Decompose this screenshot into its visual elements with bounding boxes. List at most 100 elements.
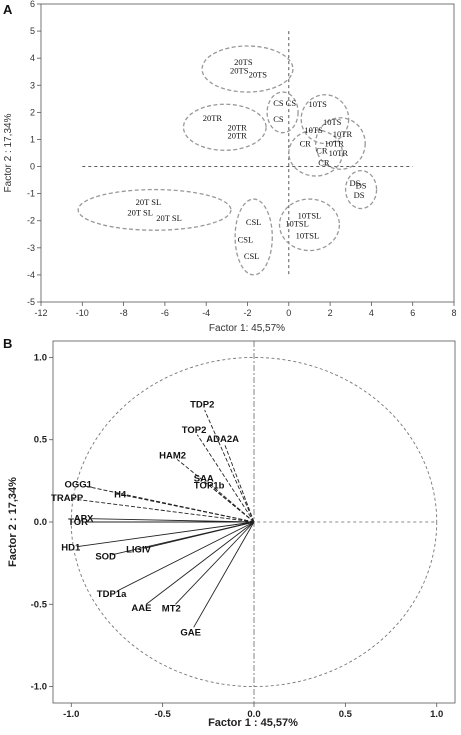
panel-b-vector-label: AAE <box>131 603 151 614</box>
panel-b-vector-label: H4 <box>114 489 127 500</box>
panel-a-group-ellipse <box>182 103 267 151</box>
panel-b-vector-label: HD1 <box>61 543 81 554</box>
panel-a-x-tick-label: -6 <box>161 308 169 318</box>
panel-b-vector-line <box>83 485 255 523</box>
panel-b: B -1.0 -0.5 0.0 0.5 1.0 -1.0 -0.5 0.0 0.5 1.0 TDP… <box>3 336 456 729</box>
panel-b-vector-label: SOD <box>95 551 116 562</box>
panel-b-letter: B <box>3 336 12 351</box>
panel-b-unit-circle <box>70 357 438 687</box>
panel-b-vector-label: TOP2 <box>182 425 207 436</box>
panel-b-vector-line <box>213 488 255 523</box>
panel-a-point-label: 20TS <box>249 69 268 79</box>
panel-b-y-tick-label: 0.0 <box>34 517 47 528</box>
panel-a-x-tick-label: 4 <box>369 308 374 318</box>
panel-a-point-label: 20T SL <box>136 197 162 207</box>
panel-a-x-tick-label: 0 <box>286 308 291 318</box>
panel-a-group-ellipses <box>77 45 378 276</box>
panel-b-vector-line <box>89 518 255 523</box>
panel-a-point-label: 10TSL <box>285 218 309 228</box>
panel-a-point-label: 20T SL <box>127 208 153 218</box>
panel-b-y-tick-label: 0.5 <box>34 435 48 446</box>
panel-a-x-tick-label: -8 <box>120 308 128 318</box>
panel-a-point-label: CSL <box>244 251 260 261</box>
panel-a-x-tick-label: -12 <box>34 308 47 318</box>
panel-a-y-tick-label: -2 <box>27 216 35 226</box>
panel-a-point-label: 20TS <box>230 65 249 75</box>
panel-a-point-label: CR <box>316 145 328 155</box>
panel-a-group-ellipse <box>278 198 341 252</box>
panel-b-vector-label: TOR <box>68 517 88 528</box>
panel-b-x-tick-label: -0.5 <box>154 709 171 720</box>
panel-b-vector-line <box>116 521 255 592</box>
panel-b-vector-line <box>145 521 255 605</box>
panel-b-ylabel: Factor 2 : 17,34% <box>7 477 19 567</box>
panel-b-vector-line <box>73 498 255 523</box>
panel-a-y-tick-label: 6 <box>30 0 35 9</box>
panel-a-y-tick-label: -1 <box>27 189 35 199</box>
panel-b-vectors: TDP2TOP2ADA2AHAM2SAATOP1bOGG1H4TRAPPAPXT… <box>51 400 255 639</box>
panel-b-vector-label: TOP1b <box>194 480 225 491</box>
panel-a-group-ellipse <box>77 188 232 231</box>
panel-a-point-label: CS <box>273 114 284 124</box>
panel-a-y-tick-label: -3 <box>27 243 35 253</box>
panel-a-point-label: 20TS <box>234 57 253 67</box>
panel-a-x-tick-label: -2 <box>243 308 251 318</box>
panel-a-point-label: DS <box>354 190 365 200</box>
panel-a-point-label: CSL <box>238 235 254 245</box>
panel-a-y-tick-label: 4 <box>30 53 35 63</box>
panel-a-point-label: 10TS <box>308 99 327 109</box>
panel-a-x-tick-label: 2 <box>328 308 333 318</box>
panel-a-ylabel: Factor 2 : 17,34% <box>3 113 14 192</box>
panel-b-vector-line <box>126 495 255 523</box>
panel-a-y-tick-label: 2 <box>30 107 35 117</box>
panel-b-vector-label: MT2 <box>162 604 181 615</box>
panel-a-point-label: 10TSL <box>296 231 320 241</box>
panel-a-point-label: 10TR <box>329 148 349 158</box>
panel-b-vector-label: GAE <box>180 628 201 639</box>
panel-a-point-label: CSL <box>246 217 262 227</box>
panel-b-vector-label: LIGIV <box>126 545 151 556</box>
panel-b-x-tick-label: -1.0 <box>63 709 79 720</box>
panel-b-x-tick-label: 0.5 <box>339 709 353 720</box>
panel-a-point-label: CR <box>318 157 330 167</box>
panel-a-point-label: DS <box>356 181 367 191</box>
panel-a-point-label: CS <box>286 98 297 108</box>
panel-b-vector-line <box>224 444 255 523</box>
panel-a-y-tick-label: 5 <box>30 26 35 36</box>
panel-b-vector-line <box>144 521 255 549</box>
panel-a-point-label: DS <box>349 178 360 188</box>
panel-a-point-label: 10TR <box>333 129 353 139</box>
panel-b-vector-label: OGG1 <box>64 480 92 491</box>
panel-b-vector-label: APX <box>74 514 94 525</box>
panel-a-y-tick-label: -4 <box>27 270 35 280</box>
panel-a-point-label: 20TR <box>227 130 247 140</box>
panel-b-vector-line <box>175 521 255 605</box>
panel-b-vector-label: TRAPP <box>51 493 84 504</box>
panel-b-vector-label: TDP2 <box>190 400 214 411</box>
panel-a-point-label: 10TSL <box>298 210 322 220</box>
panel-b-vector-label: TDP1a <box>97 589 127 600</box>
panel-a-group-ellipse <box>344 169 378 210</box>
panel-a-y-tick-label: 1 <box>30 134 35 144</box>
panel-a-xlabel: Factor 1: 45,57% <box>209 323 285 334</box>
panel-b-vector-line <box>196 434 255 523</box>
panel-a-letter: A <box>3 2 13 17</box>
panel-b-xlabel: Factor 1 : 45,57% <box>208 717 298 729</box>
panel-b-vector-label: HAM2 <box>159 451 186 462</box>
panel-b-x-tick-label: 0.0 <box>247 709 260 720</box>
panel-a-point-label: CS <box>273 98 284 108</box>
panel-b-vector-label: SAA <box>194 474 214 485</box>
panel-b-vector-line <box>208 482 255 523</box>
panel-a-x-tick-label: 8 <box>451 308 456 318</box>
panel-a-group-ellipse <box>201 45 294 93</box>
panel-b-y-tick-label: -1.0 <box>31 682 47 693</box>
panel-b-x-tick-label: 1.0 <box>430 709 443 720</box>
panel-a-y-tick-label: -5 <box>27 297 35 307</box>
panel-a-point-label: 10TR <box>325 139 345 149</box>
panel-a-point-label: CR <box>300 139 312 149</box>
panel-b-ticks: -1.0 -0.5 0.0 0.5 1.0 -1.0 -0.5 0.0 0.5 1.0 <box>31 352 444 720</box>
